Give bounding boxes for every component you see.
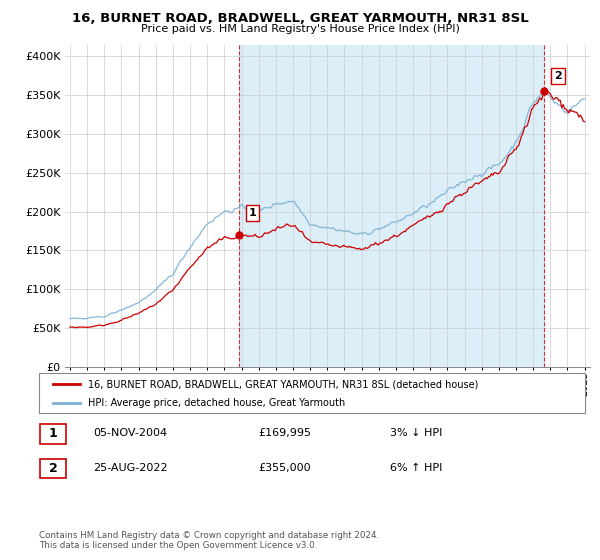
Text: 2: 2 <box>554 71 562 81</box>
FancyBboxPatch shape <box>39 373 585 413</box>
Text: 1: 1 <box>249 208 256 218</box>
Text: 6% ↑ HPI: 6% ↑ HPI <box>390 463 442 473</box>
Text: 16, BURNET ROAD, BRADWELL, GREAT YARMOUTH, NR31 8SL (detached house): 16, BURNET ROAD, BRADWELL, GREAT YARMOUT… <box>88 379 479 389</box>
Text: HPI: Average price, detached house, Great Yarmouth: HPI: Average price, detached house, Grea… <box>88 398 346 408</box>
Text: £355,000: £355,000 <box>258 463 311 473</box>
Text: Price paid vs. HM Land Registry's House Price Index (HPI): Price paid vs. HM Land Registry's House … <box>140 24 460 34</box>
Text: 3% ↓ HPI: 3% ↓ HPI <box>390 428 442 438</box>
FancyBboxPatch shape <box>40 459 67 478</box>
Text: 2: 2 <box>49 462 58 475</box>
Text: £169,995: £169,995 <box>258 428 311 438</box>
Text: 25-AUG-2022: 25-AUG-2022 <box>93 463 167 473</box>
Text: 1: 1 <box>49 427 58 440</box>
Text: 05-NOV-2004: 05-NOV-2004 <box>93 428 167 438</box>
Bar <box>239 45 544 367</box>
Text: Contains HM Land Registry data © Crown copyright and database right 2024.
This d: Contains HM Land Registry data © Crown c… <box>39 530 379 550</box>
Text: 16, BURNET ROAD, BRADWELL, GREAT YARMOUTH, NR31 8SL: 16, BURNET ROAD, BRADWELL, GREAT YARMOUT… <box>71 12 529 25</box>
FancyBboxPatch shape <box>40 424 67 444</box>
